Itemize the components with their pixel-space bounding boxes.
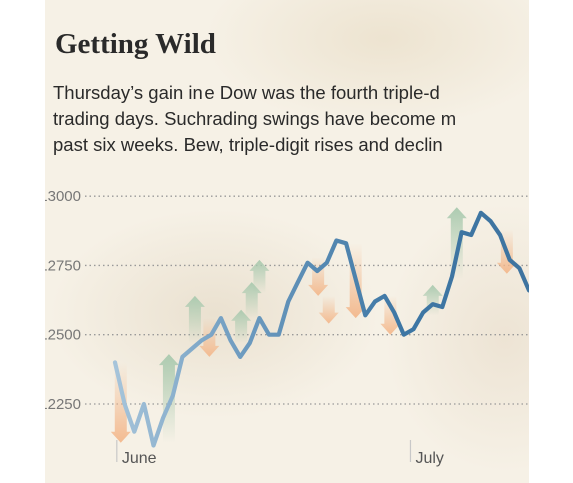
series-line [112,210,529,448]
subtitle-line: Thursday’s gain in e Dow was the fourth … [53,82,440,103]
x-tick-label: June [122,450,157,467]
down-arrow [110,362,131,443]
chart-canvas: Getting Wild Thursday’s gain in e Dow wa… [45,0,529,483]
x-tick-label: July [415,450,443,467]
up-arrow [446,207,467,280]
y-tick-labels: 13000 12750 12500 12250 [45,188,81,413]
subtitle-line: past six weeks. Bew, triple-digit rises … [53,134,443,155]
dow-line [112,210,529,448]
up-arrow [249,259,270,294]
y-tick-label: 12500 [45,327,81,344]
up-arrow [158,354,179,443]
y-tick-label: 12750 [45,257,81,274]
chart-title: Getting Wild [55,28,216,60]
y-tick-label: 13000 [45,188,81,205]
y-tick-label: 12250 [45,396,81,413]
down-arrow [318,295,339,324]
subtitle-line: trading days. Suchrading swings have bec… [53,108,457,129]
down-arrow [380,295,401,335]
line-chart: 13000 12750 12500 12250 June July [45,188,529,467]
up-arrow [184,295,205,344]
chart-subtitle: Thursday’s gain in e Dow was the fourth … [53,80,529,158]
change-arrows [110,207,517,443]
x-tick-labels: June July [116,440,444,467]
